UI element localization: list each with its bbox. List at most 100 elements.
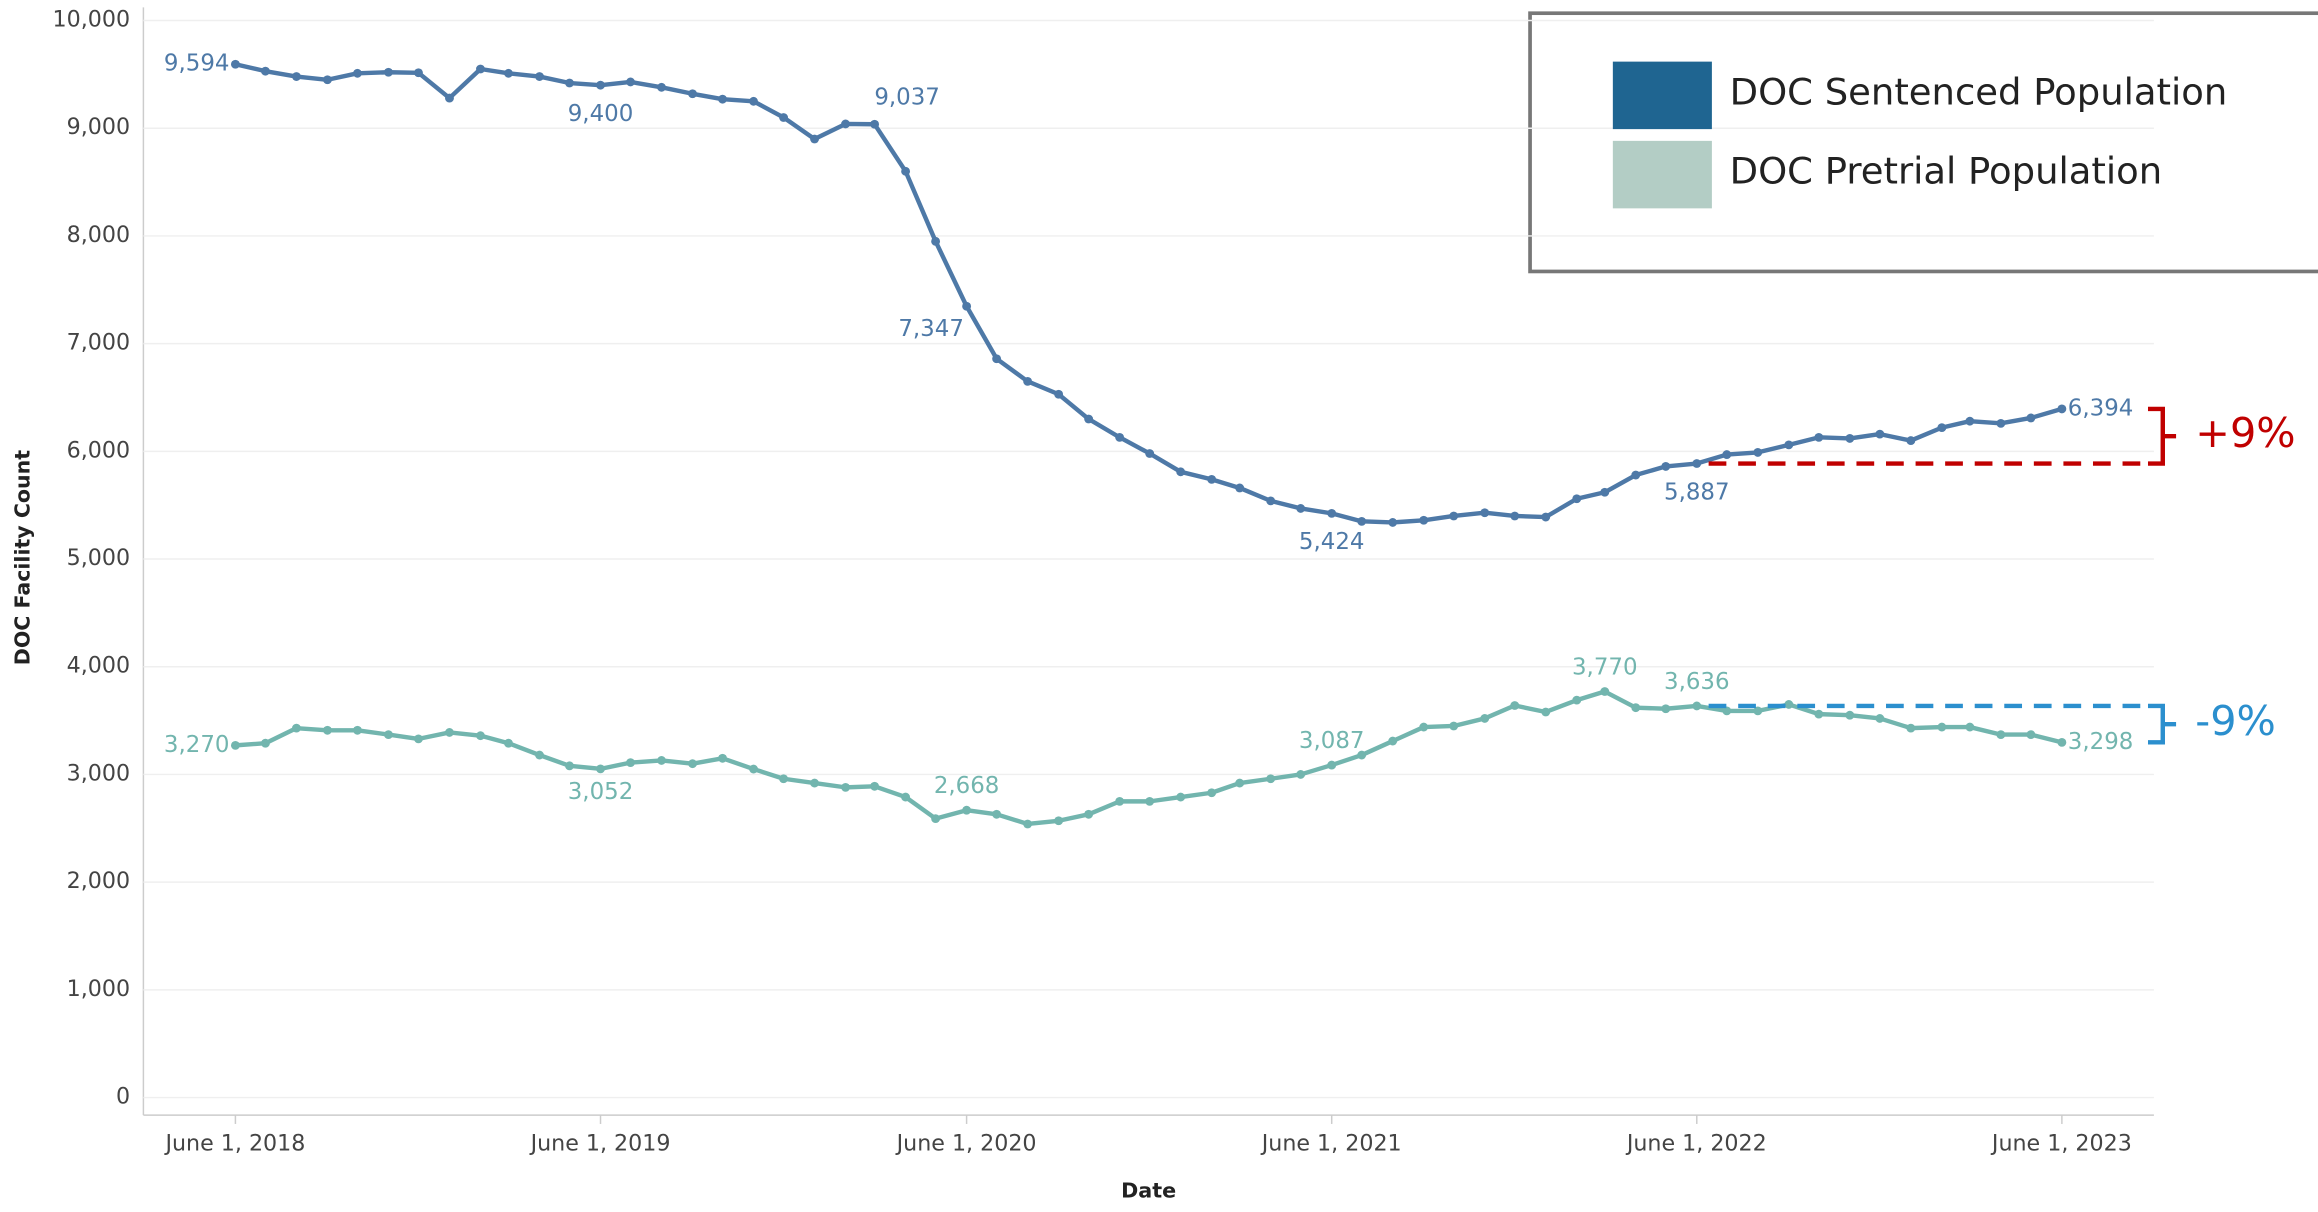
point bbox=[810, 134, 820, 144]
point bbox=[931, 814, 941, 824]
data-label: 3,087 bbox=[1299, 728, 1365, 754]
point bbox=[1661, 462, 1671, 471]
point bbox=[962, 805, 972, 815]
point bbox=[414, 68, 423, 78]
point bbox=[2057, 737, 2067, 747]
point bbox=[353, 725, 362, 735]
point bbox=[810, 778, 820, 788]
point bbox=[476, 64, 485, 74]
point bbox=[931, 236, 941, 246]
y-tick-label: 0 bbox=[116, 1084, 130, 1110]
annotation: -9% bbox=[2195, 697, 2276, 745]
data-label: 5,887 bbox=[1664, 479, 1730, 505]
point bbox=[1906, 436, 1916, 445]
point bbox=[384, 730, 393, 740]
point bbox=[626, 77, 635, 87]
point bbox=[1937, 722, 1947, 732]
x-tick-label: June 1, 2023 bbox=[1990, 1131, 2132, 1157]
data-label: 3,636 bbox=[1664, 669, 1730, 695]
point bbox=[1572, 494, 1582, 504]
point bbox=[2026, 730, 2036, 740]
point bbox=[535, 72, 544, 81]
point bbox=[1996, 730, 2006, 740]
point bbox=[1875, 714, 1885, 723]
point bbox=[1631, 703, 1641, 713]
point bbox=[1296, 770, 1306, 779]
data-label: 3,270 bbox=[164, 732, 230, 758]
y-tick-label: 6,000 bbox=[67, 437, 130, 463]
point bbox=[445, 93, 454, 103]
point bbox=[901, 792, 911, 802]
point bbox=[1480, 508, 1490, 518]
point bbox=[1115, 796, 1125, 806]
point bbox=[1419, 722, 1429, 732]
x-tick-label: June 1, 2018 bbox=[163, 1131, 305, 1157]
point bbox=[230, 740, 240, 750]
point bbox=[1327, 760, 1337, 770]
point bbox=[1937, 423, 1947, 433]
x-tick-label: June 1, 2019 bbox=[529, 1131, 671, 1157]
point bbox=[1784, 440, 1794, 450]
x-tick-label: June 1, 2020 bbox=[895, 1131, 1037, 1157]
data-label: 6,394 bbox=[2068, 395, 2134, 421]
point bbox=[1357, 516, 1367, 526]
point bbox=[688, 89, 697, 99]
point bbox=[657, 82, 666, 92]
point bbox=[1906, 723, 1916, 733]
point bbox=[1084, 809, 1094, 819]
point bbox=[1480, 714, 1490, 723]
point bbox=[749, 96, 758, 106]
point bbox=[1176, 792, 1186, 802]
y-axis-label: DOC Facility Count bbox=[11, 450, 35, 665]
data-label: 3,052 bbox=[568, 779, 634, 805]
point bbox=[1692, 459, 1702, 468]
point bbox=[1145, 796, 1155, 806]
y-tick-label: 3,000 bbox=[67, 760, 130, 786]
point bbox=[626, 758, 635, 768]
point bbox=[1784, 700, 1794, 709]
point bbox=[1753, 706, 1763, 716]
point bbox=[292, 72, 301, 81]
point bbox=[779, 113, 788, 122]
point bbox=[1357, 750, 1367, 760]
point bbox=[1600, 487, 1610, 497]
point bbox=[596, 764, 605, 774]
point bbox=[323, 75, 332, 85]
point bbox=[1145, 449, 1155, 458]
point bbox=[718, 94, 727, 104]
legend-label: DOC Pretrial Population bbox=[1730, 150, 2163, 193]
bracket bbox=[2147, 703, 2177, 745]
point bbox=[1207, 788, 1217, 798]
data-label: 9,037 bbox=[874, 84, 940, 110]
point bbox=[779, 774, 788, 784]
y-tick-label: 5,000 bbox=[67, 545, 130, 571]
x-axis-label: Date bbox=[1121, 1179, 1176, 1203]
point bbox=[1207, 474, 1217, 484]
point bbox=[565, 761, 574, 771]
point bbox=[962, 301, 972, 311]
point bbox=[1965, 722, 1975, 732]
point bbox=[1965, 416, 1975, 426]
point bbox=[414, 734, 423, 744]
point bbox=[1054, 389, 1064, 399]
point bbox=[565, 78, 574, 88]
point bbox=[1753, 448, 1763, 457]
point bbox=[1572, 695, 1582, 705]
data-label: 9,400 bbox=[568, 101, 634, 127]
data-label: 2,668 bbox=[934, 773, 1000, 799]
point bbox=[1266, 774, 1276, 784]
point bbox=[1845, 434, 1855, 443]
point bbox=[1722, 706, 1732, 716]
point bbox=[2057, 404, 2067, 414]
point bbox=[1327, 508, 1337, 518]
point bbox=[260, 738, 270, 748]
point bbox=[1023, 819, 1033, 829]
point bbox=[260, 66, 270, 76]
data-label: 5,424 bbox=[1299, 529, 1365, 555]
point bbox=[1814, 432, 1824, 442]
point bbox=[870, 119, 880, 129]
point bbox=[1176, 467, 1186, 477]
point bbox=[1388, 518, 1398, 527]
